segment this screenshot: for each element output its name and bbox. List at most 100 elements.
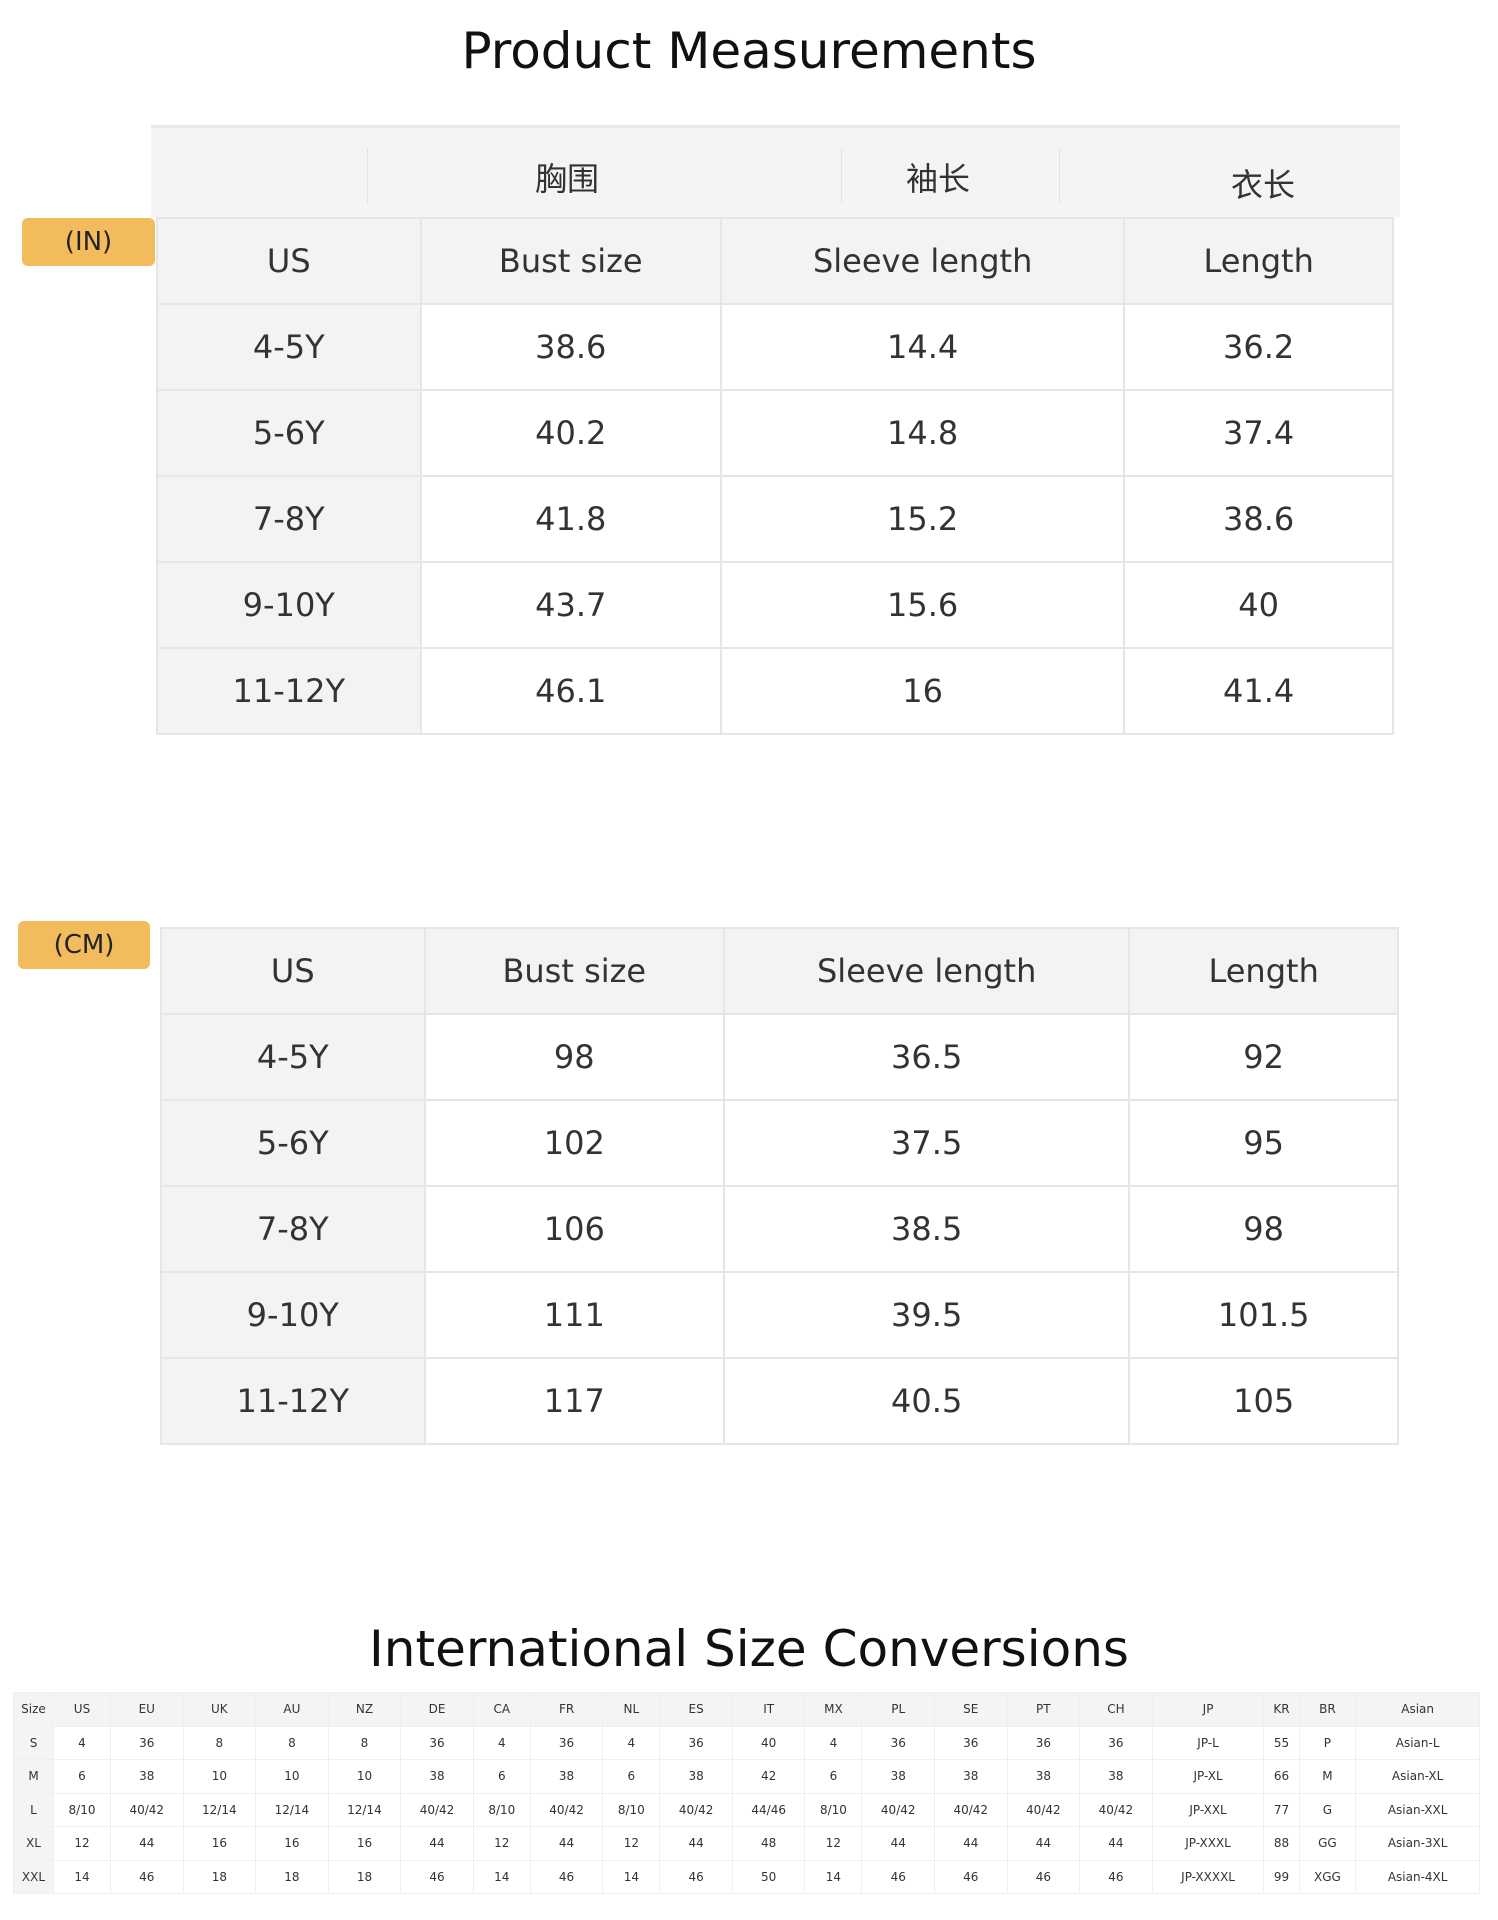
table-cell: 12/14 xyxy=(182,1792,257,1827)
column-header: CA xyxy=(472,1692,531,1727)
table-cell: 111 xyxy=(423,1271,726,1359)
table-cell: XL xyxy=(13,1826,54,1861)
table-cell: 16 xyxy=(327,1826,402,1861)
table-cell: JP-XXXXL xyxy=(1151,1859,1265,1894)
table-cell: JP-XXXL xyxy=(1151,1826,1265,1861)
table-cell: 38 xyxy=(529,1759,604,1794)
column-header: Sleeve length xyxy=(719,217,1126,305)
table-cell: 77 xyxy=(1263,1792,1300,1827)
column-header: Bust size xyxy=(423,927,726,1015)
table-cell: 15.2 xyxy=(719,475,1126,563)
page-title: Product Measurements xyxy=(461,22,1037,80)
table-cell: 36.2 xyxy=(1123,303,1394,391)
column-header: PL xyxy=(861,1692,935,1727)
column-header: Length xyxy=(1128,927,1399,1015)
table-cell: 46 xyxy=(861,1859,935,1894)
table-cell: 5-6Y xyxy=(160,1099,426,1187)
table-cell: 40 xyxy=(1123,561,1394,649)
table-row: L 8/10 40/42 12/14 12/14 12/14 40/42 8/10 40/42 8… xyxy=(13,1792,1480,1827)
table-cell: 18 xyxy=(255,1859,329,1894)
table-cell: 40.2 xyxy=(419,389,723,477)
table-cell: JP-L xyxy=(1151,1725,1265,1760)
table-cell: 8/10 xyxy=(602,1792,661,1827)
table-cell: 36 xyxy=(861,1725,935,1760)
table-row: 11-12Y 46.1 16 41.4 xyxy=(156,647,1394,735)
table-cell: 102 xyxy=(423,1099,726,1187)
column-header: Bust size xyxy=(419,217,723,305)
table-cell: 92 xyxy=(1128,1013,1399,1101)
table-row: 7-8Y 106 38.5 98 xyxy=(160,1185,1399,1273)
table-cell: 8/10 xyxy=(472,1792,531,1827)
table-cell: 117 xyxy=(423,1357,726,1445)
table-cell: 11-12Y xyxy=(156,647,422,735)
column-header: MX xyxy=(804,1692,863,1727)
table-cell: Asian-4XL xyxy=(1355,1859,1480,1894)
column-header: IT xyxy=(731,1692,806,1727)
table-cell: 40 xyxy=(731,1725,806,1760)
table-row: S 4 36 8 8 8 36 4 36 4 36 40 4 36 36 36 36 JP-L 55 P Asian-L xyxy=(13,1725,1480,1760)
table-cell: 36.5 xyxy=(723,1013,1131,1101)
column-header: Asian xyxy=(1355,1692,1480,1727)
table-cell: 16 xyxy=(719,647,1126,735)
table-cell: 40/42 xyxy=(529,1792,604,1827)
table-cell: JP-XXL xyxy=(1151,1792,1265,1827)
table-cell: 46.1 xyxy=(419,647,723,735)
table-cell: 40/42 xyxy=(1006,1792,1081,1827)
table-cell: 36 xyxy=(109,1725,184,1760)
cm-unit-badge: (CM) xyxy=(18,921,150,969)
table-cell: 14.8 xyxy=(719,389,1126,477)
table-cell: 18 xyxy=(182,1859,257,1894)
table-cell: 44 xyxy=(1079,1826,1153,1861)
table-cell: 38 xyxy=(109,1759,184,1794)
column-header: CH xyxy=(1079,1692,1153,1727)
table-cell: JP-XL xyxy=(1151,1759,1265,1794)
table-cell: 12 xyxy=(602,1826,661,1861)
table-cell: P xyxy=(1298,1725,1357,1760)
table-cell: 39.5 xyxy=(723,1271,1131,1359)
table-cell: 98 xyxy=(1128,1185,1399,1273)
table-row: 11-12Y 117 40.5 105 xyxy=(160,1357,1399,1445)
table-cell: 101.5 xyxy=(1128,1271,1399,1359)
table-cell: M xyxy=(1298,1759,1357,1794)
column-header: UK xyxy=(182,1692,257,1727)
table-row: 4-5Y 98 36.5 92 xyxy=(160,1013,1399,1101)
cn-sleeve-header: 袖长 xyxy=(905,160,971,198)
table-cell: 44/46 xyxy=(731,1792,806,1827)
table-cell: 14 xyxy=(804,1859,863,1894)
table-cell: 38 xyxy=(659,1759,733,1794)
table-cell: 37.4 xyxy=(1123,389,1394,477)
column-header: EU xyxy=(109,1692,184,1727)
table-cell: S xyxy=(13,1725,54,1760)
table-cell: 38.6 xyxy=(1123,475,1394,563)
table-cell: Asian-XXL xyxy=(1355,1792,1480,1827)
cn-length-header: 衣长 xyxy=(1230,166,1296,204)
column-header: NZ xyxy=(327,1692,402,1727)
table-cell: 55 xyxy=(1263,1725,1300,1760)
table-cell: 9-10Y xyxy=(160,1271,426,1359)
table-cell: 44 xyxy=(529,1826,604,1861)
table-cell: 105 xyxy=(1128,1357,1399,1445)
table-cell: 43.7 xyxy=(419,561,723,649)
table-row: XL 12 44 16 16 16 44 12 44 12 44 48 12 44 44 44 44 JP-XXX… xyxy=(13,1826,1480,1861)
table-cell: 88 xyxy=(1263,1826,1300,1861)
table-cell: 46 xyxy=(1079,1859,1153,1894)
cn-bust-header: 胸围 xyxy=(534,160,600,198)
table-cell: 12 xyxy=(804,1826,863,1861)
table-cell: 6 xyxy=(602,1759,661,1794)
table-cell: 38 xyxy=(400,1759,474,1794)
table-cell: 14 xyxy=(602,1859,661,1894)
table-cell: 36 xyxy=(934,1725,1008,1760)
table-cell: 44 xyxy=(109,1826,184,1861)
table-cell: XXL xyxy=(13,1859,54,1894)
table-cell: L xyxy=(13,1792,54,1827)
table-cell: 46 xyxy=(1006,1859,1081,1894)
inch-measurement-table: US Bust size Sleeve length Length 4-5Y 38.6 14… xyxy=(156,217,1394,735)
table-cell: Asian-3XL xyxy=(1355,1826,1480,1861)
table-cell: 6 xyxy=(53,1759,111,1794)
intl-size-table: Size US EU UK AU NZ DE CA FR NL ES IT MX PL SE PT CH JP KR… xyxy=(13,1692,1480,1894)
column-header: NL xyxy=(602,1692,661,1727)
table-cell: 18 xyxy=(327,1859,402,1894)
column-header: SE xyxy=(934,1692,1008,1727)
cm-measurement-table: US Bust size Sleeve length Length 4-5Y 98 36.5… xyxy=(160,927,1399,1445)
table-cell: 4 xyxy=(53,1725,111,1760)
